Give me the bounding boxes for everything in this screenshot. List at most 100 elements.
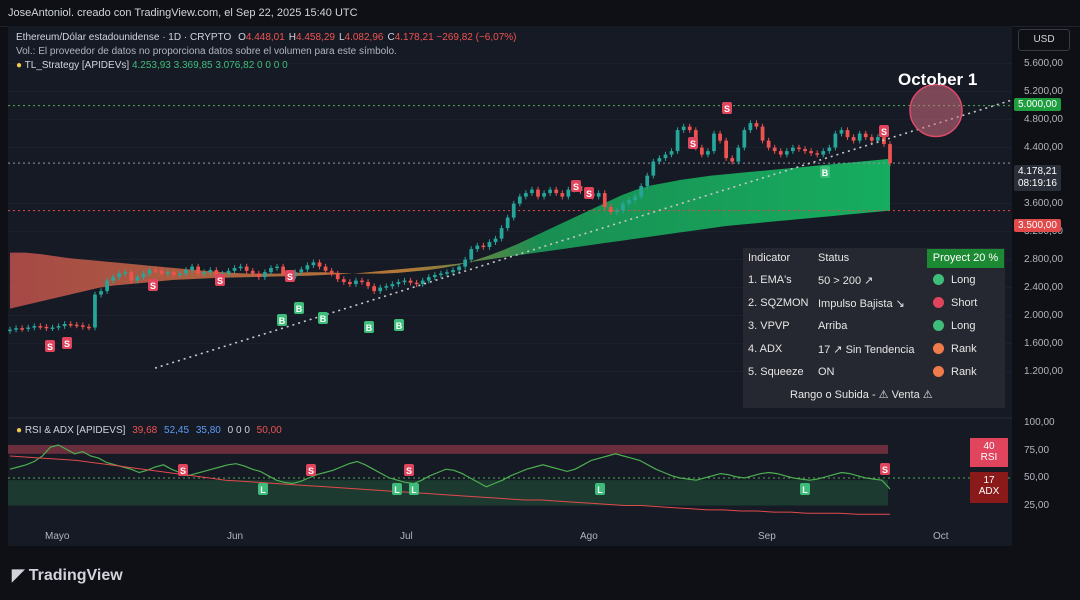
indicator-footer: Rango o Subida - ⚠ Venta ⚠ xyxy=(790,389,933,401)
candle-body xyxy=(226,270,231,274)
sell-signal-box xyxy=(306,464,316,476)
candle-body xyxy=(93,294,97,328)
candle-body xyxy=(408,280,413,283)
ohlc-l: L4.082,96 xyxy=(338,32,384,43)
candle-body xyxy=(615,210,619,213)
candle-body xyxy=(117,273,122,278)
header-indicator: Indicator xyxy=(748,252,791,264)
candle-body xyxy=(311,262,316,266)
candle-body xyxy=(390,284,395,287)
candle-body xyxy=(329,270,334,274)
candle-body xyxy=(724,140,729,159)
y-tick-label: 4.400,00 xyxy=(1024,141,1063,153)
candle-body xyxy=(396,282,401,285)
buy-signal-box xyxy=(394,319,404,331)
candle-body xyxy=(129,272,134,281)
signal-dot-icon xyxy=(933,343,944,354)
indicator-name: 4. ADX xyxy=(748,343,783,355)
rsi-val3: 35,80 xyxy=(195,425,221,436)
candle-body xyxy=(196,266,201,274)
indicator-row: 3. VPVP Arriba Long xyxy=(743,316,1005,338)
sell-signal-box xyxy=(285,270,295,282)
candle-body xyxy=(875,137,880,141)
candle-body xyxy=(414,282,419,285)
indicator-status: 50 > 200 ↗ xyxy=(818,275,874,287)
candle-body xyxy=(718,133,722,141)
candle-body xyxy=(463,259,468,267)
candle-body xyxy=(347,282,352,285)
rsi-val1: 39,68 xyxy=(132,425,158,436)
y-tick-label: 5.200,00 xyxy=(1024,85,1063,97)
october-annotation: October 1 xyxy=(898,70,978,89)
candle-body xyxy=(712,133,716,152)
adx-badge: 17 ADX xyxy=(970,472,1008,503)
candle-body xyxy=(457,266,461,271)
sell-signal: S xyxy=(217,276,223,286)
long-signal-box xyxy=(258,483,268,495)
indicator-name: 1. EMA's xyxy=(748,274,792,286)
candle-body xyxy=(839,130,844,134)
candle-body xyxy=(821,151,826,155)
buy-signal: B xyxy=(366,323,373,333)
candle-body xyxy=(627,200,631,204)
y-tick-label: 2.400,00 xyxy=(1024,281,1063,293)
candle-body xyxy=(360,280,364,283)
currency-button[interactable]: USD xyxy=(1018,29,1070,51)
buy-signal: B xyxy=(822,168,829,178)
buy-signal-box xyxy=(364,321,374,333)
candle-body xyxy=(699,147,704,155)
indicator-signal: Rank xyxy=(951,366,977,378)
candle-body xyxy=(50,327,55,329)
candle-body xyxy=(68,324,73,326)
rsi-title[interactable]: RSI & ADX [APIDEVS] xyxy=(24,425,126,436)
candle-body xyxy=(269,268,273,273)
x-tick-label: Ago xyxy=(580,531,598,542)
candle-body xyxy=(505,217,510,229)
candle-body xyxy=(857,133,862,141)
candle-body xyxy=(20,328,25,330)
candle-body xyxy=(560,193,565,197)
indicator-header-row: Indicator Status xyxy=(743,248,1005,270)
sell-signal-box xyxy=(584,187,594,199)
sell-signal: S xyxy=(406,466,412,476)
ohlc-c: C4.178,21 xyxy=(387,32,434,43)
candle-body xyxy=(851,137,856,141)
candle-body xyxy=(475,245,480,250)
rsi-tick-label: 25,00 xyxy=(1024,499,1050,511)
x-tick-label: Jul xyxy=(400,531,413,542)
y-tick-label: 4.800,00 xyxy=(1024,113,1063,125)
indicator-status: Impulso Bajista ↘ xyxy=(818,298,905,310)
candle-body xyxy=(706,151,710,155)
strategy-name[interactable]: TL_Strategy [APIDEVs] xyxy=(24,60,130,71)
sell-signal-box xyxy=(45,340,55,352)
candle-body xyxy=(663,154,668,159)
y-tick-label: 5.600,00 xyxy=(1024,57,1063,69)
y-tick-label: 2.000,00 xyxy=(1024,309,1063,321)
rsi-line xyxy=(9,444,891,490)
x-tick-label: Mayo xyxy=(45,531,70,542)
candle-body xyxy=(432,275,437,278)
candle-body xyxy=(238,266,243,269)
candle-body xyxy=(554,189,559,194)
signal-dot-icon xyxy=(933,297,944,308)
candle-body xyxy=(299,269,304,273)
candle-body xyxy=(499,228,504,239)
candle-body xyxy=(384,286,389,288)
price-tag-3500: 3.500,00 xyxy=(1014,219,1061,232)
ohlc-h: H4.458,29 xyxy=(288,32,335,43)
candle-body xyxy=(378,287,383,292)
sell-signal-box xyxy=(178,464,188,476)
buy-signal-box xyxy=(294,302,304,314)
candle-body xyxy=(426,277,431,281)
y-tick-label: 1.600,00 xyxy=(1024,337,1063,349)
candle-body xyxy=(766,140,771,148)
candle-body xyxy=(596,193,601,197)
candle-body xyxy=(517,196,522,204)
candle-body xyxy=(178,273,182,276)
long-signal: L xyxy=(802,485,808,495)
candle-body xyxy=(730,158,735,162)
sell-signal-box xyxy=(688,137,698,149)
buy-signal-box xyxy=(820,166,830,178)
sell-signal-box xyxy=(148,279,158,291)
